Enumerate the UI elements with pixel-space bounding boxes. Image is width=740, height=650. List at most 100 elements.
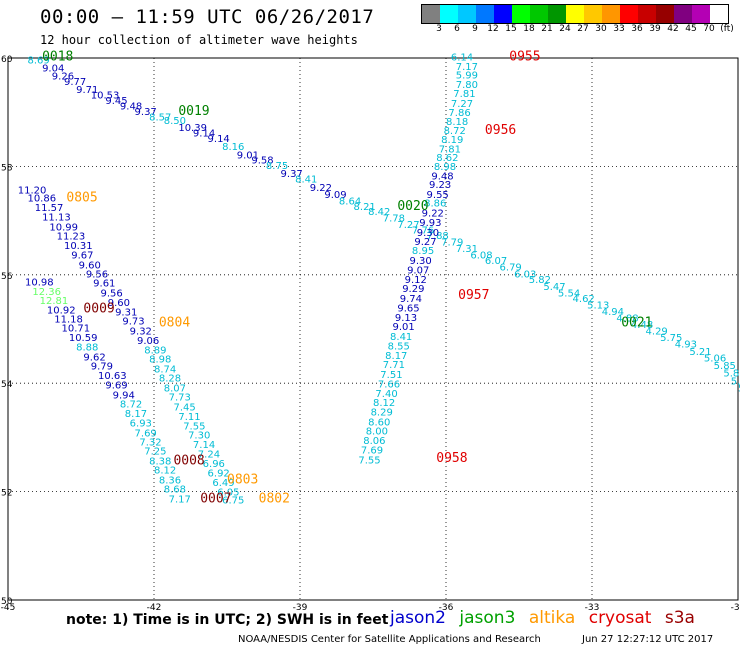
swh-value: 11.18 <box>54 314 83 325</box>
legend-swatch <box>512 5 530 23</box>
legend-label: 3 <box>436 24 442 34</box>
swh-value: 8.00 <box>366 427 388 438</box>
legend-swatch <box>494 5 512 23</box>
swh-value: 8.98 <box>149 355 171 366</box>
swh-value: 5.54 <box>558 288 580 299</box>
swh-value: 9.14 <box>208 134 230 145</box>
swh-value: 7.55 <box>358 455 380 466</box>
pass-time-label: 0803 <box>227 472 258 487</box>
pass-time-label: 0019 <box>178 104 209 119</box>
swh-value: 6.96 <box>203 459 225 470</box>
map-frame <box>7 57 739 601</box>
swh-value: 9.30 <box>417 228 439 239</box>
sat-altika: altika <box>528 608 576 628</box>
swh-value: 10.98 <box>25 278 54 289</box>
swh-value: 7.79 <box>441 238 463 249</box>
swh-value: 8.41 <box>390 332 412 343</box>
swh-value: 9.60 <box>108 298 130 309</box>
legend-label: (ft) <box>720 24 734 34</box>
swh-value: 7.78 <box>383 214 405 225</box>
swh-value: 8.72 <box>444 126 466 137</box>
generated-timestamp: Jun 27 12:27:12 UTC 2017 <box>582 634 714 645</box>
swh-value: 8.06 <box>363 436 385 447</box>
swh-value: 8.62 <box>436 153 458 164</box>
swh-value: 7.80 <box>456 80 478 91</box>
swh-value: 7.81 <box>439 144 461 155</box>
pass-time-label: 0018 <box>42 50 73 65</box>
swh-value: 7.71 <box>383 360 405 371</box>
swh-value: 9.09 <box>324 190 346 201</box>
pass-time-label: 0007 <box>200 491 231 506</box>
swh-value: 8.42 <box>368 207 390 218</box>
swh-value: 5.21 <box>689 347 711 358</box>
pass-time-label: 0021 <box>621 315 652 330</box>
swh-value: 9.32 <box>130 326 152 337</box>
swh-value: 9.22 <box>310 183 332 194</box>
swh-value: 5.75 <box>660 333 682 344</box>
legend-swatch <box>458 5 476 23</box>
swh-value: 11.57 <box>35 203 64 214</box>
y-tick-label: 60 <box>1 55 13 65</box>
legend-swatch <box>692 5 710 23</box>
swh-value: 9.48 <box>120 101 142 112</box>
legend-swatch <box>638 5 656 23</box>
swh-value: 9.04 <box>42 64 64 75</box>
swh-value: 8.41 <box>295 175 317 186</box>
legend-swatch <box>530 5 548 23</box>
swh-value: 9.62 <box>83 352 105 363</box>
legend-label: 24 <box>559 24 571 34</box>
pass-time-label: 0958 <box>436 451 467 466</box>
swh-value: 8.12 <box>154 466 176 477</box>
page-title: 00:00 – 11:59 UTC 06/26/2017 <box>40 6 375 28</box>
legend-swatch <box>674 5 692 23</box>
swh-value: 9.77 <box>64 77 86 88</box>
swh-value: 7.73 <box>169 393 191 404</box>
swh-value: 6.05 <box>217 487 239 498</box>
swh-value: 8.12 <box>373 398 395 409</box>
swh-value: 7.69 <box>361 446 383 457</box>
swh-value: 6.08 <box>470 251 492 262</box>
swh-value: 9.71 <box>76 85 98 96</box>
legend-swatch <box>476 5 494 23</box>
footer-note: note: 1) Time is in UTC; 2) SWH is in fe… <box>66 612 389 628</box>
swh-value: 5.99 <box>456 71 478 82</box>
swh-value: 10.59 <box>69 333 98 344</box>
x-tick-label: -30 <box>731 603 740 613</box>
swh-value: 8.98 <box>434 162 456 173</box>
swh-value: 7.32 <box>139 438 161 449</box>
pass-time-label: 0805 <box>66 191 97 206</box>
swh-value: 4.94 <box>602 307 624 318</box>
swh-value: 10.71 <box>62 324 91 335</box>
swh-value: 8.21 <box>354 202 376 213</box>
legend-swatch <box>584 5 602 23</box>
swh-value: 8.17 <box>385 351 407 362</box>
legend-swatch <box>656 5 674 23</box>
swh-value: 7.24 <box>198 449 220 460</box>
legend-label: 27 <box>577 24 589 34</box>
pass-time-label: 0802 <box>259 491 290 506</box>
swh-value: 8.68 <box>164 485 186 496</box>
y-tick-label: 56 <box>1 272 13 282</box>
legend-label: 12 <box>487 24 499 34</box>
swh-value: 7.66 <box>378 380 400 391</box>
swh-value: 6.49 <box>212 478 234 489</box>
swh-value: 7.30 <box>188 430 210 441</box>
swh-value: 9.14 <box>193 129 215 140</box>
legend-label: 33 <box>613 24 625 34</box>
legend-label: 9 <box>472 24 478 34</box>
pass-time-label: 0804 <box>159 315 190 330</box>
swh-value: 7.69 <box>135 428 157 439</box>
swh-value: 5.47 <box>543 282 565 293</box>
swh-value: 5.80 <box>731 376 740 387</box>
swh-value: 7.27 <box>451 99 473 110</box>
pass-time-label: 0020 <box>397 199 428 214</box>
swh-value: 8.95 <box>412 246 434 257</box>
legend-swatch <box>602 5 620 23</box>
swh-value: 4.62 <box>573 294 595 305</box>
swh-value: 9.13 <box>395 313 417 324</box>
pass-time-label: 0008 <box>173 454 204 469</box>
swh-value: 4.29 <box>646 326 668 337</box>
swh-value: 7.45 <box>173 402 195 413</box>
swh-value: 10.86 <box>27 194 56 205</box>
y-tick-label: 52 <box>1 489 12 499</box>
